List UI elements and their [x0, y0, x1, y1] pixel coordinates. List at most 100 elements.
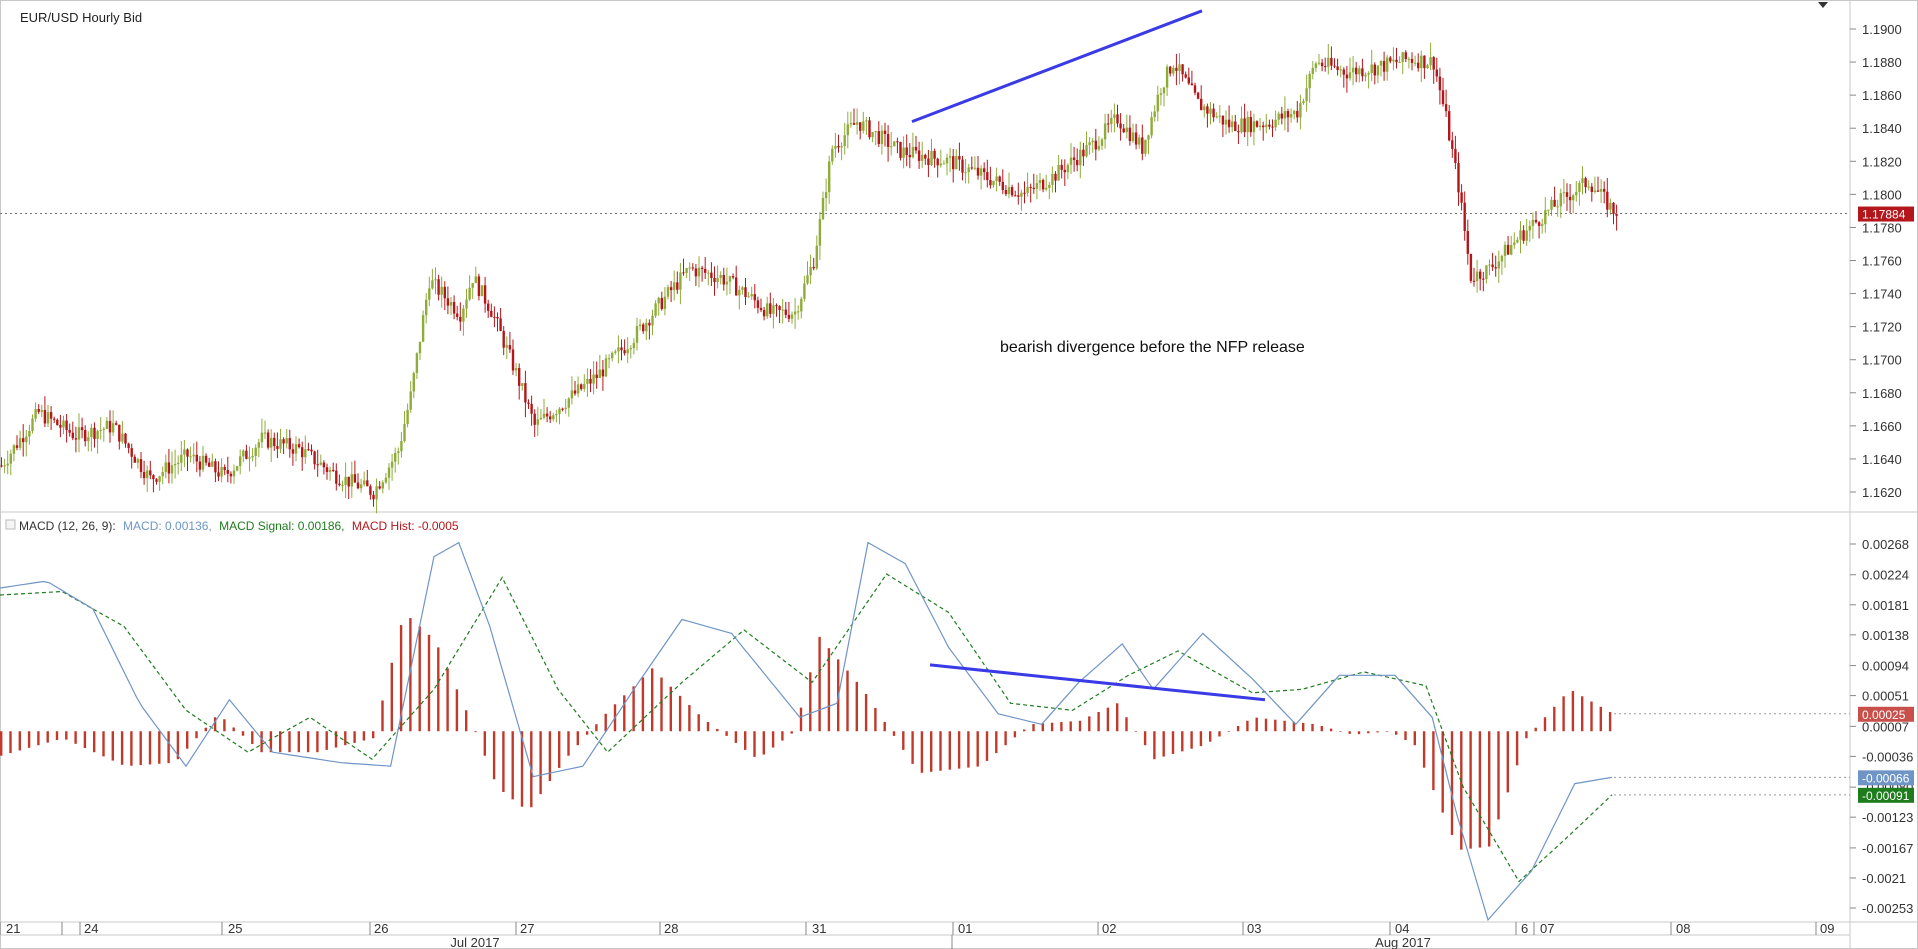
candle-body — [1271, 126, 1274, 128]
price-tick-label: 1.1740 — [1862, 287, 1902, 302]
candle-body — [1246, 116, 1249, 133]
candle-body — [691, 267, 694, 269]
candle-body — [564, 407, 567, 409]
candle-body — [22, 438, 25, 443]
macd-tick-label: 0.00268 — [1862, 537, 1909, 552]
candle-body — [1007, 187, 1011, 195]
macd-hist-bar — [1041, 723, 1044, 732]
macd-tick-label: 0.00094 — [1862, 659, 1909, 674]
candle-body — [465, 299, 468, 309]
candle-body — [1324, 66, 1327, 68]
candle-body — [421, 315, 425, 342]
macd-hist-bar — [1450, 731, 1454, 836]
indicator-toggle-icon[interactable] — [5, 519, 16, 530]
candle-body — [130, 448, 133, 457]
candle-body — [350, 474, 353, 487]
candle-body — [722, 275, 725, 285]
candle-body — [65, 420, 68, 431]
macd-tick-label: 0.00181 — [1862, 598, 1909, 613]
candle-body — [279, 439, 282, 449]
price-tick-label: 1.1880 — [1862, 55, 1902, 70]
macd-tick-label: -0.00123 — [1862, 810, 1913, 825]
candle-body — [772, 305, 775, 314]
macd-hist-bar — [1608, 712, 1612, 732]
candle-body — [1181, 64, 1184, 75]
candle-body — [924, 154, 927, 159]
candle-body — [843, 135, 846, 147]
candle-body — [37, 409, 40, 412]
candle-body — [716, 277, 719, 283]
candle-body — [549, 416, 552, 420]
candle-body — [921, 154, 924, 161]
candle-body — [1231, 121, 1234, 128]
candle-body — [1178, 64, 1181, 71]
candle-body — [595, 374, 598, 378]
candle-body — [1537, 222, 1541, 226]
candle-body — [995, 176, 998, 181]
current-price-badge — [1858, 206, 1914, 222]
price-tick-label: 1.1700 — [1862, 353, 1902, 368]
candle-body — [1088, 142, 1091, 146]
candle-body — [390, 461, 394, 468]
candle-body — [245, 450, 248, 459]
candle-body — [1584, 178, 1587, 188]
candle-body — [1141, 137, 1144, 154]
candle-body — [697, 267, 701, 277]
candle-body — [939, 163, 942, 166]
candle-body — [530, 403, 533, 414]
macd-hist-bar — [1227, 731, 1230, 732]
candle-body — [359, 484, 363, 489]
candle-body — [1054, 173, 1057, 181]
candle-body — [462, 308, 465, 322]
macd-hist-bar — [46, 731, 49, 743]
candle-body — [793, 311, 797, 315]
candle-body — [338, 483, 341, 486]
candle-body — [769, 303, 772, 314]
candle-body — [152, 475, 155, 480]
candle-body — [1079, 149, 1082, 166]
candle-body — [586, 378, 589, 384]
macd-hist-bar — [706, 721, 710, 732]
candle-body — [1364, 74, 1367, 77]
candle-body — [775, 305, 778, 307]
candle-body — [1107, 123, 1110, 125]
candle-body — [285, 438, 288, 444]
candle-body — [155, 479, 158, 482]
candle-body — [1122, 128, 1125, 133]
macd-hist-bar — [1543, 717, 1547, 732]
candle-body — [87, 437, 90, 442]
candle-body — [1466, 231, 1469, 254]
collapse-arrow-icon[interactable] — [1818, 2, 1828, 8]
candle-body — [1485, 265, 1488, 280]
candle-body — [127, 443, 130, 449]
candle-body — [248, 457, 251, 459]
macd-hist-bar — [864, 693, 868, 732]
chart-title: EUR/USD Hourly Bid — [20, 10, 142, 25]
candle-body — [483, 285, 487, 304]
macd-series — [0, 541, 1613, 922]
candle-body — [1413, 62, 1417, 64]
candle-body — [1017, 195, 1020, 197]
macd-hist-bar — [279, 731, 282, 753]
macd-hist-bar — [1162, 731, 1165, 757]
candle-body — [539, 417, 543, 420]
candle-body — [124, 433, 127, 444]
macd-badge — [1858, 770, 1914, 786]
macd-hist-bar — [939, 731, 942, 771]
candle-body — [1420, 55, 1423, 69]
candle-body — [502, 330, 505, 348]
candle-body — [936, 158, 939, 166]
macd-hist-bar — [74, 731, 77, 744]
candle-body — [589, 378, 592, 384]
candle-body — [642, 324, 645, 332]
candle-body — [325, 467, 329, 473]
price-tick-label: 1.1760 — [1862, 254, 1902, 269]
candle-body — [270, 437, 273, 448]
price-tick-label: 1.1860 — [1862, 88, 1902, 103]
candle-body — [638, 324, 642, 327]
price-tick-label: 1.1800 — [1862, 187, 1902, 202]
candle-body — [902, 147, 905, 158]
macd-hist-bar — [1255, 717, 1258, 732]
candle-body — [673, 282, 676, 291]
